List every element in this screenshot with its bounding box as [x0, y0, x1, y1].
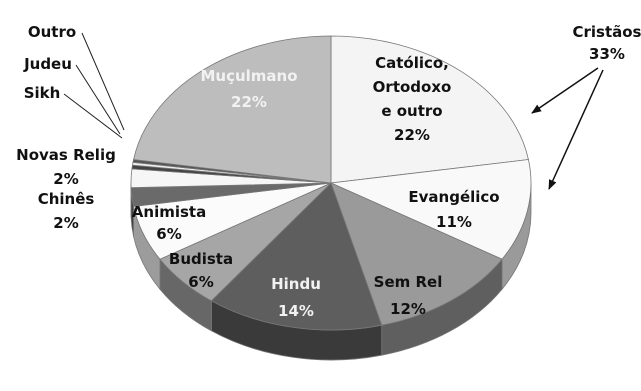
label-outro: Outro [28, 23, 76, 41]
label-sikh: Sikh [24, 84, 61, 102]
label-judeu: Judeu [23, 55, 72, 73]
leader-line-judeu [76, 65, 120, 134]
leader-line-sikh [64, 94, 122, 138]
annotation-arrow-2 [549, 70, 603, 189]
annotation-arrow-1 [532, 68, 598, 113]
leader-line-outro [82, 33, 124, 130]
leader-lines [64, 33, 124, 138]
